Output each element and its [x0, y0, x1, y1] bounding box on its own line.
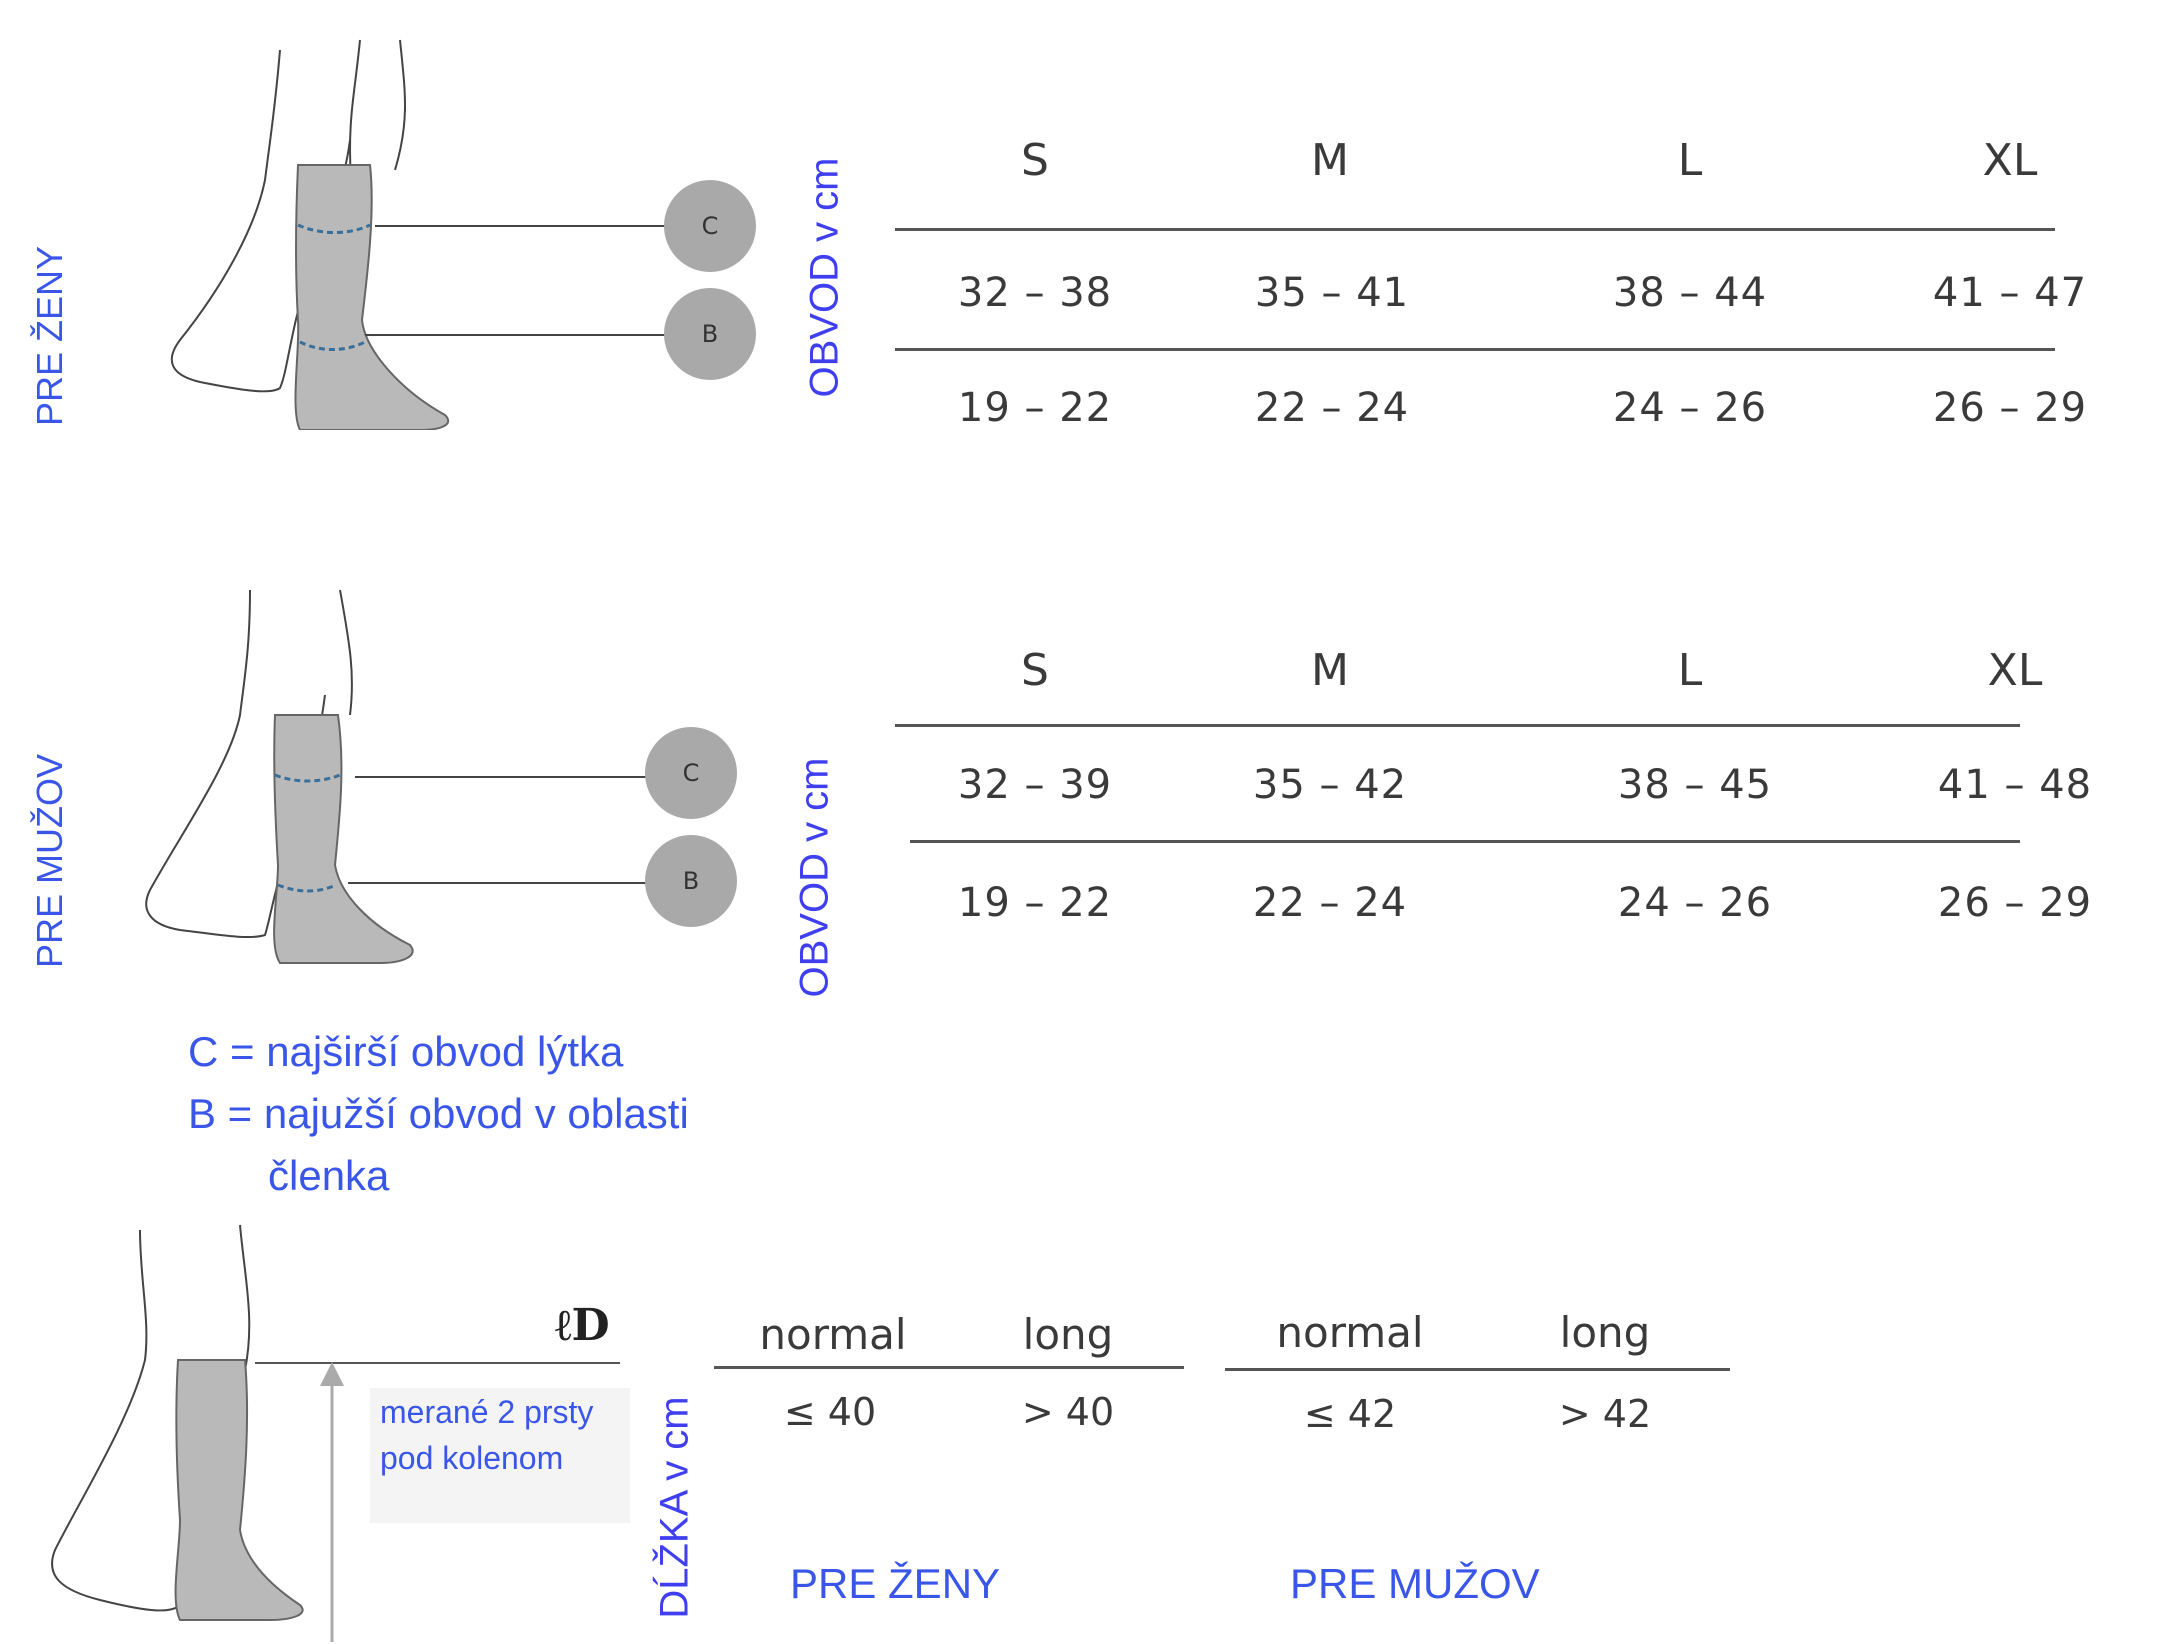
legend-b-continued: členka — [268, 1152, 390, 1199]
women-header-rule — [895, 228, 2055, 231]
length-men-normal-value: ≤ 42 — [1303, 1392, 1397, 1436]
men-b-s: 19 – 22 — [957, 880, 1113, 926]
men-side-label: PRE MUŽOV — [29, 754, 70, 969]
women-b-s: 19 – 22 — [957, 385, 1113, 431]
length-note: merané 2 prsty pod kolenom — [370, 1388, 630, 1523]
length-leg-illustration — [51, 1224, 304, 1621]
men-b-l: 24 – 26 — [1617, 880, 1773, 926]
women-b-leader-line — [365, 334, 665, 336]
women-c-s: 32 – 38 — [957, 270, 1113, 316]
women-size-l: L — [1677, 135, 1703, 186]
length-women-normal-value: ≤ 40 — [783, 1390, 877, 1434]
men-b-m: 22 – 24 — [1252, 880, 1408, 926]
men-size-xl: XL — [1987, 645, 2043, 696]
length-axis-label: DĹŽKA v cm — [652, 1396, 697, 1619]
men-axis-label: OBVOD v cm — [792, 757, 837, 998]
women-b-m: 22 – 24 — [1254, 385, 1410, 431]
length-note-line1: merané 2 prsty — [380, 1394, 594, 1430]
men-leg-illustration — [145, 589, 414, 964]
women-b-xl: 26 – 29 — [1932, 385, 2088, 431]
men-b-xl: 26 – 29 — [1937, 880, 2093, 926]
women-row-rule — [895, 348, 2055, 351]
men-c-l: 38 – 45 — [1617, 762, 1773, 808]
women-marker-b: B — [664, 288, 756, 380]
women-leg-illustration — [170, 39, 450, 430]
women-marker-c-label: C — [701, 212, 719, 240]
women-marker-b-label: B — [701, 320, 719, 348]
women-c-l: 38 – 44 — [1612, 270, 1768, 316]
men-size-s: S — [1021, 645, 1049, 696]
women-axis-label: OBVOD v cm — [802, 157, 847, 398]
length-note-line2: pod kolenom — [380, 1440, 564, 1476]
men-b-leader-line — [348, 882, 648, 884]
legend-c: C = najširší obvod lýtka — [188, 1028, 624, 1075]
men-marker-c-label: C — [682, 759, 700, 787]
length-women-label: PRE ŽENY — [790, 1560, 1001, 1607]
men-marker-b-label: B — [682, 867, 700, 895]
men-size-l: L — [1677, 645, 1703, 696]
legend-b: B = najužší obvod v oblasti — [188, 1090, 689, 1137]
men-marker-b: B — [645, 835, 737, 927]
men-header-rule — [895, 724, 2020, 727]
women-size-xl: XL — [1982, 135, 2038, 186]
length-women-rule — [714, 1366, 1184, 1369]
length-measure-line — [255, 1362, 620, 1364]
women-size-m: M — [1311, 135, 1349, 186]
length-marker-ld: ℓD — [555, 1300, 610, 1351]
length-men-rule — [1225, 1368, 1730, 1371]
women-size-s: S — [1021, 135, 1049, 186]
women-c-xl: 41 – 47 — [1932, 270, 2088, 316]
men-c-m: 35 – 42 — [1252, 762, 1408, 808]
women-b-l: 24 – 26 — [1612, 385, 1768, 431]
men-c-leader-line — [355, 776, 649, 778]
women-c-m: 35 – 41 — [1254, 270, 1410, 316]
length-men-long: long — [1559, 1308, 1651, 1357]
length-women-normal: normal — [759, 1310, 907, 1359]
men-row-rule — [910, 840, 2020, 843]
length-men-label: PRE MUŽOV — [1290, 1560, 1540, 1607]
women-marker-c: C — [664, 180, 756, 272]
length-arrow-icon — [320, 1362, 344, 1642]
length-men-long-value: > 42 — [1558, 1392, 1652, 1436]
women-c-leader-line — [375, 225, 665, 227]
women-side-label: PRE ŽENY — [29, 245, 70, 427]
men-marker-c: C — [645, 727, 737, 819]
men-c-xl: 41 – 48 — [1937, 762, 2093, 808]
men-size-m: M — [1311, 645, 1349, 696]
men-c-s: 32 – 39 — [957, 762, 1113, 808]
length-women-long-value: > 40 — [1021, 1390, 1115, 1434]
length-women-long: long — [1022, 1310, 1114, 1359]
length-men-normal: normal — [1276, 1308, 1424, 1357]
